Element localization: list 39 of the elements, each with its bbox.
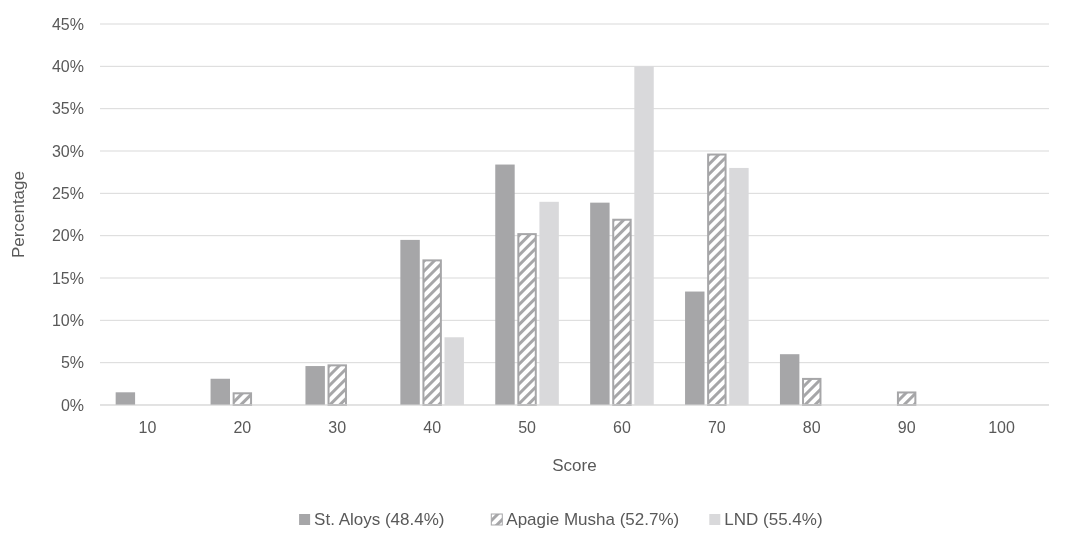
y-tick-label: 5% <box>60 354 84 372</box>
legend-label: St. Aloys (48.4%) <box>314 510 445 529</box>
y-tick-label: 35% <box>51 100 84 118</box>
bar <box>115 392 136 405</box>
bar <box>590 202 610 405</box>
y-tick-label: 40% <box>51 57 84 75</box>
y-tick-label: 10% <box>51 311 84 329</box>
y-axis-title: Percentage <box>9 171 28 258</box>
bar <box>327 364 347 406</box>
bar <box>517 233 537 406</box>
y-tick-label: 15% <box>51 269 84 287</box>
y-tick-label: 30% <box>51 142 84 160</box>
x-tick-label: 40 <box>423 419 442 436</box>
x-tick-label: 10 <box>138 419 157 436</box>
x-tick-label: 70 <box>707 419 726 436</box>
bar <box>612 218 632 406</box>
x-tick-label: 50 <box>518 419 537 436</box>
bar <box>422 259 442 406</box>
y-tick-label: 20% <box>51 227 84 245</box>
x-tick-label: 100 <box>988 419 1015 436</box>
bar <box>305 366 325 405</box>
x-tick-label: 30 <box>328 419 347 436</box>
bar <box>495 164 515 405</box>
x-tick-label: 80 <box>802 419 821 436</box>
bar <box>802 377 822 406</box>
bar <box>685 291 705 405</box>
bar <box>707 153 727 406</box>
legend-label: LND (55.4%) <box>724 510 823 529</box>
x-tick-label: 60 <box>613 419 631 436</box>
bar <box>400 239 420 405</box>
y-tick-label: 45% <box>51 15 84 33</box>
x-tick-label: 90 <box>897 419 916 436</box>
x-tick-label: 20 <box>233 419 252 436</box>
y-tick-label: 25% <box>51 184 84 202</box>
legend-label: Apagie Musha (52.7%) <box>506 510 680 529</box>
x-axis-title: Score <box>552 456 597 475</box>
y-tick-label: 0% <box>60 396 84 414</box>
bar <box>210 378 230 405</box>
bar <box>779 354 800 405</box>
